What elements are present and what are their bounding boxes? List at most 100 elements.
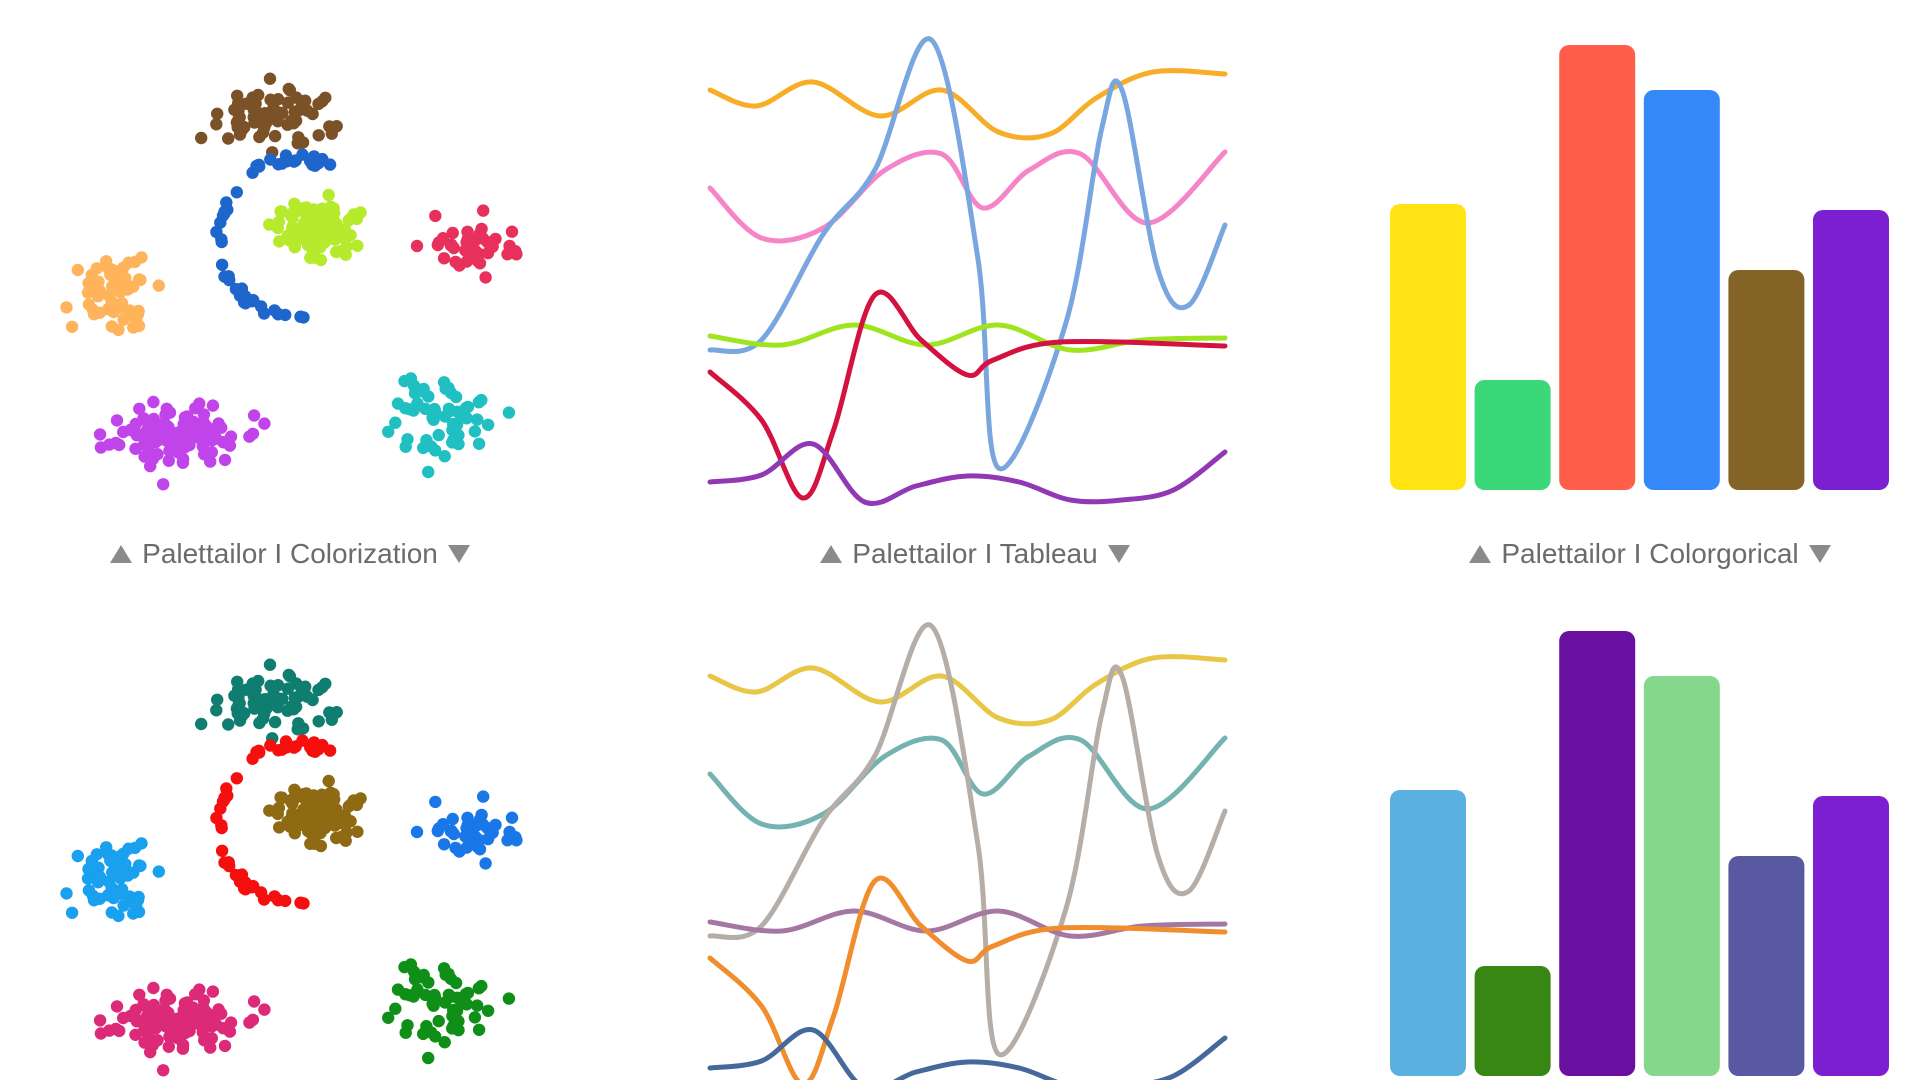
scatter-point [351,239,364,252]
scatter-point [112,323,125,337]
scatter-point [158,1010,171,1023]
bar [1390,204,1466,490]
scatter-cluster [263,774,367,853]
scatter-point [502,992,516,1005]
scatter-point [151,448,164,461]
scatter-point [158,424,171,437]
scatter-point [268,129,282,143]
scatter-point [71,849,85,863]
scatter-point [232,112,245,125]
scatter-point [134,273,147,287]
scatter-point [147,419,160,432]
scatter-point [268,890,281,903]
scatter-point [287,117,300,130]
scatter-point [195,131,208,145]
scatter-point [459,401,473,415]
scatter-point [222,132,235,145]
scatter-point [218,1039,232,1053]
scatter-point [273,821,286,834]
scatter-point [351,825,364,838]
scatter-point [477,204,490,217]
scatter-point [281,96,295,109]
scatter-point [163,992,177,1005]
scatter-point [292,131,305,144]
caption-tableau: Palettailor I Tableau [720,534,1230,574]
triangle-down-icon [1107,545,1130,563]
scatter-point [505,811,519,824]
line-series [707,322,1228,353]
scatter-point [100,841,113,854]
bar [1813,796,1889,1076]
bar [1559,631,1636,1076]
bar-chart-bottom [1390,631,1889,1076]
scatter-point [218,270,231,283]
line-chart-top [707,36,1228,506]
scatter-point [403,403,416,416]
scatter-point [133,402,146,415]
scatter-point [271,679,285,692]
scatter-point [475,393,488,407]
scatter-point [382,425,395,438]
scatter-point [432,1014,445,1028]
scatter-point [122,256,135,269]
scatter-point [449,255,462,269]
scatter-point [410,825,424,839]
scatter-point [129,442,142,455]
scatter-point [286,819,299,832]
scatter-point [104,854,117,867]
scatter-cluster [382,372,516,479]
scatter-point [254,695,267,708]
caption-colorization-text: Palettailor I Colorization [142,538,438,569]
scatter-point [295,95,308,108]
scatter-point [218,856,231,869]
scatter-point [197,408,211,421]
scatter-point [429,795,442,809]
scatter-point [164,434,177,447]
scatter-point [246,427,260,440]
scatter-point [192,431,205,445]
scatter-point [287,703,300,716]
scatter-point [210,704,223,717]
scatter-point [90,262,104,275]
scatter-point [263,72,277,85]
scatter-point [417,968,430,982]
scatter-point [404,958,418,971]
scatter-point [436,818,450,831]
scatter-point [90,848,104,861]
scatter-point [129,1028,142,1042]
line-series [707,654,1228,727]
scatter-point [399,440,412,453]
scatter-cluster [93,395,271,491]
scatter-point [257,893,271,906]
scatter-point [446,812,459,826]
scatter-point [65,906,79,919]
scatter-point [275,743,289,756]
scatter-point [263,108,276,121]
scatter-point [419,988,432,1002]
scatter-cluster [410,790,523,870]
scatter-point [246,91,259,104]
scatter-point [307,150,321,163]
scatter-point [501,248,514,261]
scatter-point [332,224,346,237]
scatter-point [93,1014,107,1027]
scatter-point [502,406,516,419]
scatter-point [314,253,328,267]
scatter-cluster [60,837,165,923]
scatter-point [88,275,101,289]
scatter-point [459,987,473,1001]
scatter-point [142,442,155,455]
triangle-down-icon [1808,545,1831,563]
scatter-point [432,428,445,442]
scatter-point [230,772,243,785]
scatter-cluster [60,251,165,337]
scatter-cluster [195,72,343,159]
bar [1813,210,1889,490]
scatter-point [472,1023,486,1036]
scatter-point [87,894,101,907]
scatter-point [288,783,301,796]
scatter-point [297,311,310,324]
scatter-point [510,248,523,261]
scatter-point [147,395,160,409]
scatter-point [279,308,292,322]
